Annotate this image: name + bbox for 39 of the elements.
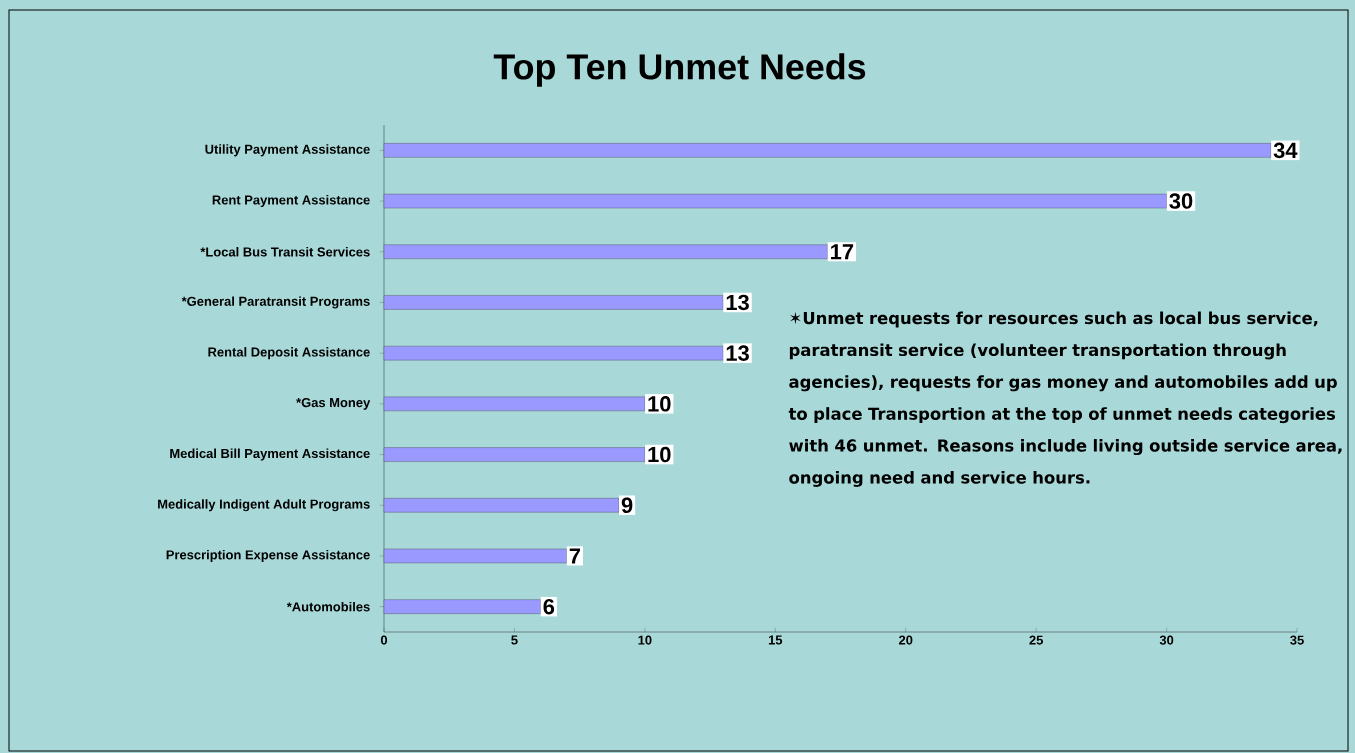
- x-tick-label: 10: [638, 635, 652, 645]
- bar: [383, 345, 724, 361]
- data-label: 6: [543, 598, 555, 615]
- x-tick-label: 15: [768, 635, 783, 645]
- x-tick-label: 20: [898, 635, 913, 645]
- data-label: 10: [648, 446, 671, 463]
- bar: [383, 396, 646, 412]
- chart-title: Top Ten Unmet Needs: [493, 53, 866, 87]
- annotation: ✶Unmet requests for resources such as local bus service, paratransit service (volunteer transportation through agencies), requests for gas money and automobiles add up to place Transportion at the top of unmet needs categories with 46 unmet. Reasons include living outside service area, ongoing need and service hours.: [788, 311, 1342, 487]
- y-tick-label: *Gas Money: [296, 397, 371, 410]
- bar: [383, 295, 724, 310]
- y-tick-label: Rent Payment Assistance: [212, 195, 370, 208]
- data-label: 10: [648, 396, 671, 412]
- data-label: 30: [1169, 193, 1193, 209]
- data-label: 17: [831, 244, 854, 260]
- bar: [383, 599, 541, 614]
- y-tick-label: *Local Bus Transit Services: [200, 246, 370, 257]
- y-tick-label: Prescription Expense Assistance: [166, 549, 370, 562]
- data-label: 13: [726, 294, 749, 311]
- x-tick-label: 0: [380, 635, 388, 645]
- y-tick-label: Rental Deposit Assistance: [208, 347, 370, 360]
- data-label: 9: [621, 497, 633, 514]
- x-tick-label: 30: [1159, 635, 1174, 645]
- y-tick-label: *General Paratransit Programs: [181, 296, 370, 309]
- bar: [383, 143, 1272, 158]
- bar: [383, 193, 1167, 209]
- data-label: 7: [569, 548, 581, 564]
- x-tick-label: 35: [1290, 635, 1304, 645]
- y-tick-label: Medically Indigent Adult Programs: [158, 499, 370, 512]
- data-label: 34: [1273, 142, 1298, 159]
- data-label: 13: [726, 345, 749, 361]
- x-tick-label: 5: [511, 635, 518, 645]
- x-tick-label: 25: [1029, 635, 1044, 645]
- bar: [383, 447, 646, 462]
- bar: [383, 548, 567, 564]
- y-tick-label: *Automobiles: [286, 601, 370, 612]
- y-tick-label: Medical Bill Payment Assistance: [170, 448, 370, 461]
- bar: [383, 498, 619, 513]
- y-tick-label: Utility Payment Assistance: [205, 144, 370, 157]
